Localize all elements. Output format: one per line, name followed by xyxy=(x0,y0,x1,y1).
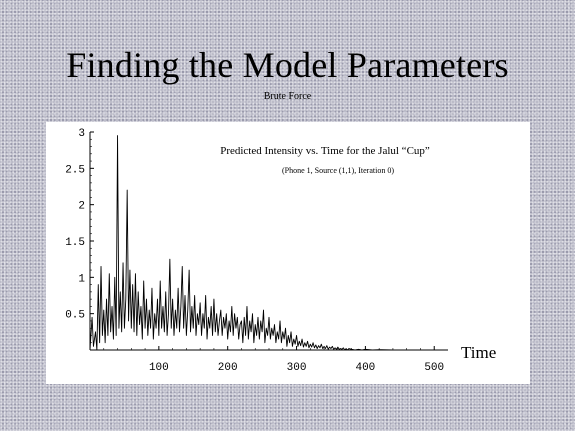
intensity-series-line xyxy=(89,135,448,351)
slide-subtitle: Brute Force xyxy=(263,91,312,102)
chart-subtitle: (Phone 1, Source (1,1), Iteration 0) xyxy=(282,166,394,175)
chart-axes: 0.5 1 1.5 2 2.5 3 100 200 300 400 500 xyxy=(65,128,448,374)
x-axis-label: Time xyxy=(461,343,497,362)
y-tick-label: 2.5 xyxy=(65,164,85,176)
x-tick-label: 300 xyxy=(287,362,307,374)
y-tick-label: 1 xyxy=(78,273,85,285)
x-tick-label: 400 xyxy=(355,362,375,374)
x-tick-label: 100 xyxy=(149,362,169,374)
chart-title: Predicted Intensity vs. Time for the Jal… xyxy=(220,145,430,157)
x-tick-label: 500 xyxy=(424,362,444,374)
y-tick-label: 3 xyxy=(78,128,85,140)
chart-series xyxy=(89,135,448,351)
x-tick-label: 200 xyxy=(218,362,238,374)
slide-title: Finding the Model Parameters xyxy=(66,45,509,85)
y-tick-label: 2 xyxy=(78,201,85,213)
y-tick-label: 1.5 xyxy=(65,237,85,249)
y-tick-label: 0.5 xyxy=(65,310,85,322)
